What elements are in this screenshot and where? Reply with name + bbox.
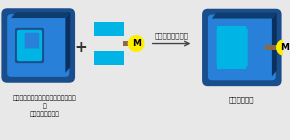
Bar — [123, 41, 131, 46]
Bar — [95, 22, 124, 36]
Text: M: M — [280, 43, 289, 52]
Bar — [265, 45, 279, 50]
Text: +: + — [75, 40, 87, 55]
Text: キラル環境の誘起: キラル環境の誘起 — [155, 32, 189, 39]
FancyBboxPatch shape — [1, 8, 75, 83]
Bar — [95, 51, 124, 65]
FancyBboxPatch shape — [18, 48, 41, 59]
Circle shape — [277, 40, 290, 55]
FancyBboxPatch shape — [15, 28, 44, 63]
Bar — [217, 26, 246, 40]
FancyBboxPatch shape — [208, 15, 276, 80]
Polygon shape — [65, 12, 70, 73]
Text: 金属錯体の複合化: 金属錯体の複合化 — [30, 111, 60, 117]
FancyArrowPatch shape — [153, 41, 189, 46]
Polygon shape — [11, 12, 70, 18]
Text: 軸不斉を認識するモノクローナル抗体: 軸不斉を認識するモノクローナル抗体 — [13, 95, 77, 101]
Text: と: と — [43, 103, 47, 109]
Text: 人工金属酵素: 人工金属酵素 — [229, 96, 255, 103]
FancyBboxPatch shape — [25, 33, 39, 58]
FancyBboxPatch shape — [7, 14, 69, 77]
Text: M: M — [132, 39, 141, 48]
Circle shape — [128, 36, 144, 51]
FancyBboxPatch shape — [202, 9, 282, 86]
Polygon shape — [212, 13, 277, 18]
FancyBboxPatch shape — [217, 28, 248, 67]
Bar — [217, 55, 246, 69]
Polygon shape — [272, 13, 277, 76]
FancyBboxPatch shape — [17, 30, 42, 61]
